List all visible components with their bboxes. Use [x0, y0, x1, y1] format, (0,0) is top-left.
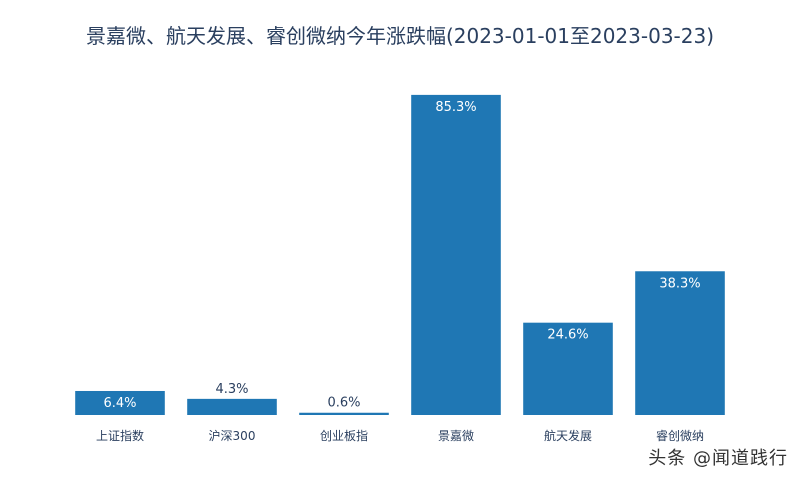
- value-label-5: 38.3%: [659, 276, 700, 291]
- x-tick-label-5: 睿创微纳: [656, 428, 704, 443]
- value-label-3: 85.3%: [435, 100, 476, 115]
- bar-1: [187, 398, 277, 415]
- bars-layer: [75, 94, 725, 416]
- value-label-1: 4.3%: [215, 382, 248, 397]
- value-label-2: 0.6%: [327, 396, 360, 411]
- x-tick-label-4: 航天发展: [544, 428, 592, 443]
- bar-2: [299, 412, 389, 415]
- watermark: 头条 @闻道践行: [648, 448, 788, 469]
- chart-title: 景嘉微、航天发展、睿创微纳今年涨跌幅(2023-01-01至2023-03-23…: [86, 24, 714, 48]
- value-label-0: 6.4%: [103, 396, 136, 411]
- value-labels-layer: 6.4% 4.3% 0.6% 85.3% 24.6% 38.3%: [103, 100, 700, 411]
- x-tick-label-0: 上证指数: [96, 428, 144, 443]
- x-tick-label-3: 景嘉微: [438, 429, 474, 443]
- bar-3: [411, 94, 501, 416]
- bar-5: [635, 271, 725, 415]
- value-label-4: 24.6%: [547, 328, 588, 343]
- bar-4: [523, 322, 613, 415]
- x-tick-label-1: 沪深300: [209, 429, 256, 443]
- bar-0: [75, 390, 165, 415]
- x-tick-label-2: 创业板指: [320, 428, 368, 443]
- x-axis-ticks: 上证指数 沪深300 创业板指 景嘉微 航天发展 睿创微纳: [96, 428, 704, 443]
